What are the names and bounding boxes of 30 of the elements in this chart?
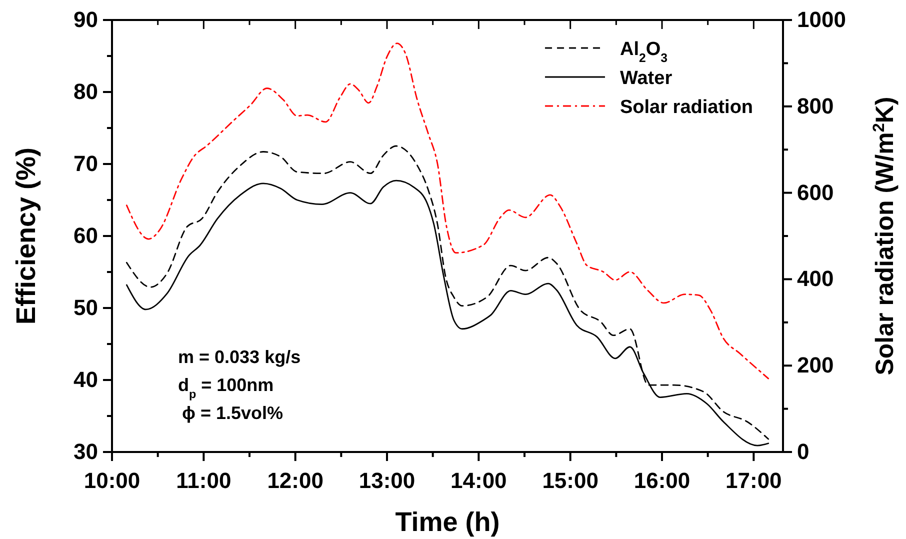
x-tick-label: 17:00 xyxy=(726,468,782,493)
y-tick-label: 80 xyxy=(74,79,98,104)
x-tick-label: 16:00 xyxy=(634,468,690,493)
legend-label: Al$_{2}$O$_{3}$ xyxy=(620,39,668,65)
y-tick-label: 30 xyxy=(74,439,98,464)
annotation: m = 0.033 kg/s xyxy=(178,347,301,367)
line-series xyxy=(126,42,770,380)
annotation: ϕ = 1.5vol% xyxy=(182,403,284,423)
y-tick-label: 70 xyxy=(74,151,98,176)
y2-tick-label: 1000 xyxy=(797,7,846,32)
y2-tick-label: 0 xyxy=(797,439,810,464)
x-tick-label: 14:00 xyxy=(450,468,507,493)
y-tick-label: 40 xyxy=(74,367,98,392)
y2-tick-label: 200 xyxy=(797,352,834,378)
legend-label: Solar radiation xyxy=(620,97,754,118)
y-tick-label: 50 xyxy=(74,295,98,320)
x-tick-label: 13:00 xyxy=(358,468,416,493)
y2-tick-label: 400 xyxy=(797,266,834,292)
x-tick-label: 12:00 xyxy=(267,468,324,493)
x-axis-title: Time (h) xyxy=(395,507,500,537)
legend-label: Water xyxy=(620,68,673,89)
x-tick-label: 11:00 xyxy=(176,468,232,493)
y-tick-label: 90 xyxy=(74,7,98,32)
annotation: d$_{p}$ = 100nm xyxy=(178,375,274,400)
y-axis-title: Efficiency (%) xyxy=(11,147,41,325)
y-tick-label: 60 xyxy=(74,223,98,248)
y2-tick-label: 600 xyxy=(797,180,834,205)
x-tick-label: 10:00 xyxy=(84,468,140,493)
y2-tick-label: 800 xyxy=(797,93,834,118)
x-tick-label: 15:00 xyxy=(542,468,598,493)
